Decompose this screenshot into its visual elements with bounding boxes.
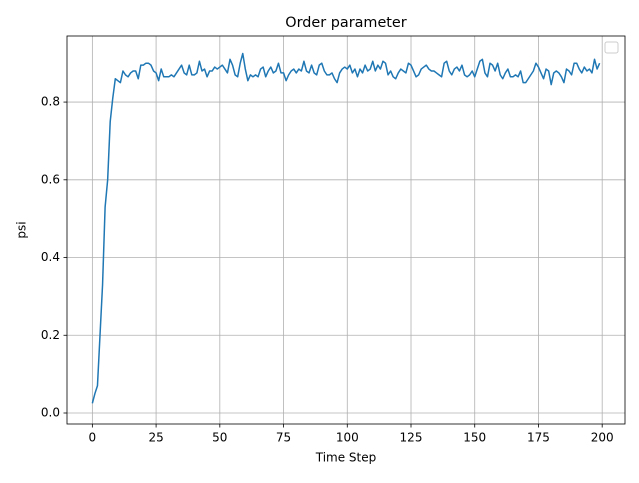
x-tick-label: 200 [591,431,614,445]
legend [604,41,619,54]
y-tick-label: 0.6 [41,172,60,186]
x-tick-label: 100 [336,431,359,445]
data-line [91,52,601,404]
x-tick-label: 50 [212,431,227,445]
y-axis-label: psi [15,221,29,238]
x-tick-label: 125 [400,431,423,445]
x-tick-label: 0 [89,431,97,445]
y-tick-label: 0.8 [41,95,60,109]
plot-area: 0 25 50 75 100 125 150 175 200 0.0 0.2 0.4 0.6 0.8 [41,36,625,445]
y-tick-label: 0.4 [41,250,60,264]
axes-frame [66,35,626,425]
x-tick-label: 75 [276,431,291,445]
x-tick-label: 175 [527,431,550,445]
chart-title: Order parameter [285,15,407,31]
y-tick-label: 0.2 [41,328,60,342]
x-tick-label: 150 [463,431,486,445]
y-tick-label: 0.0 [41,406,60,420]
x-axis-label: Time Step [315,451,377,465]
x-tick-label: 25 [148,431,163,445]
